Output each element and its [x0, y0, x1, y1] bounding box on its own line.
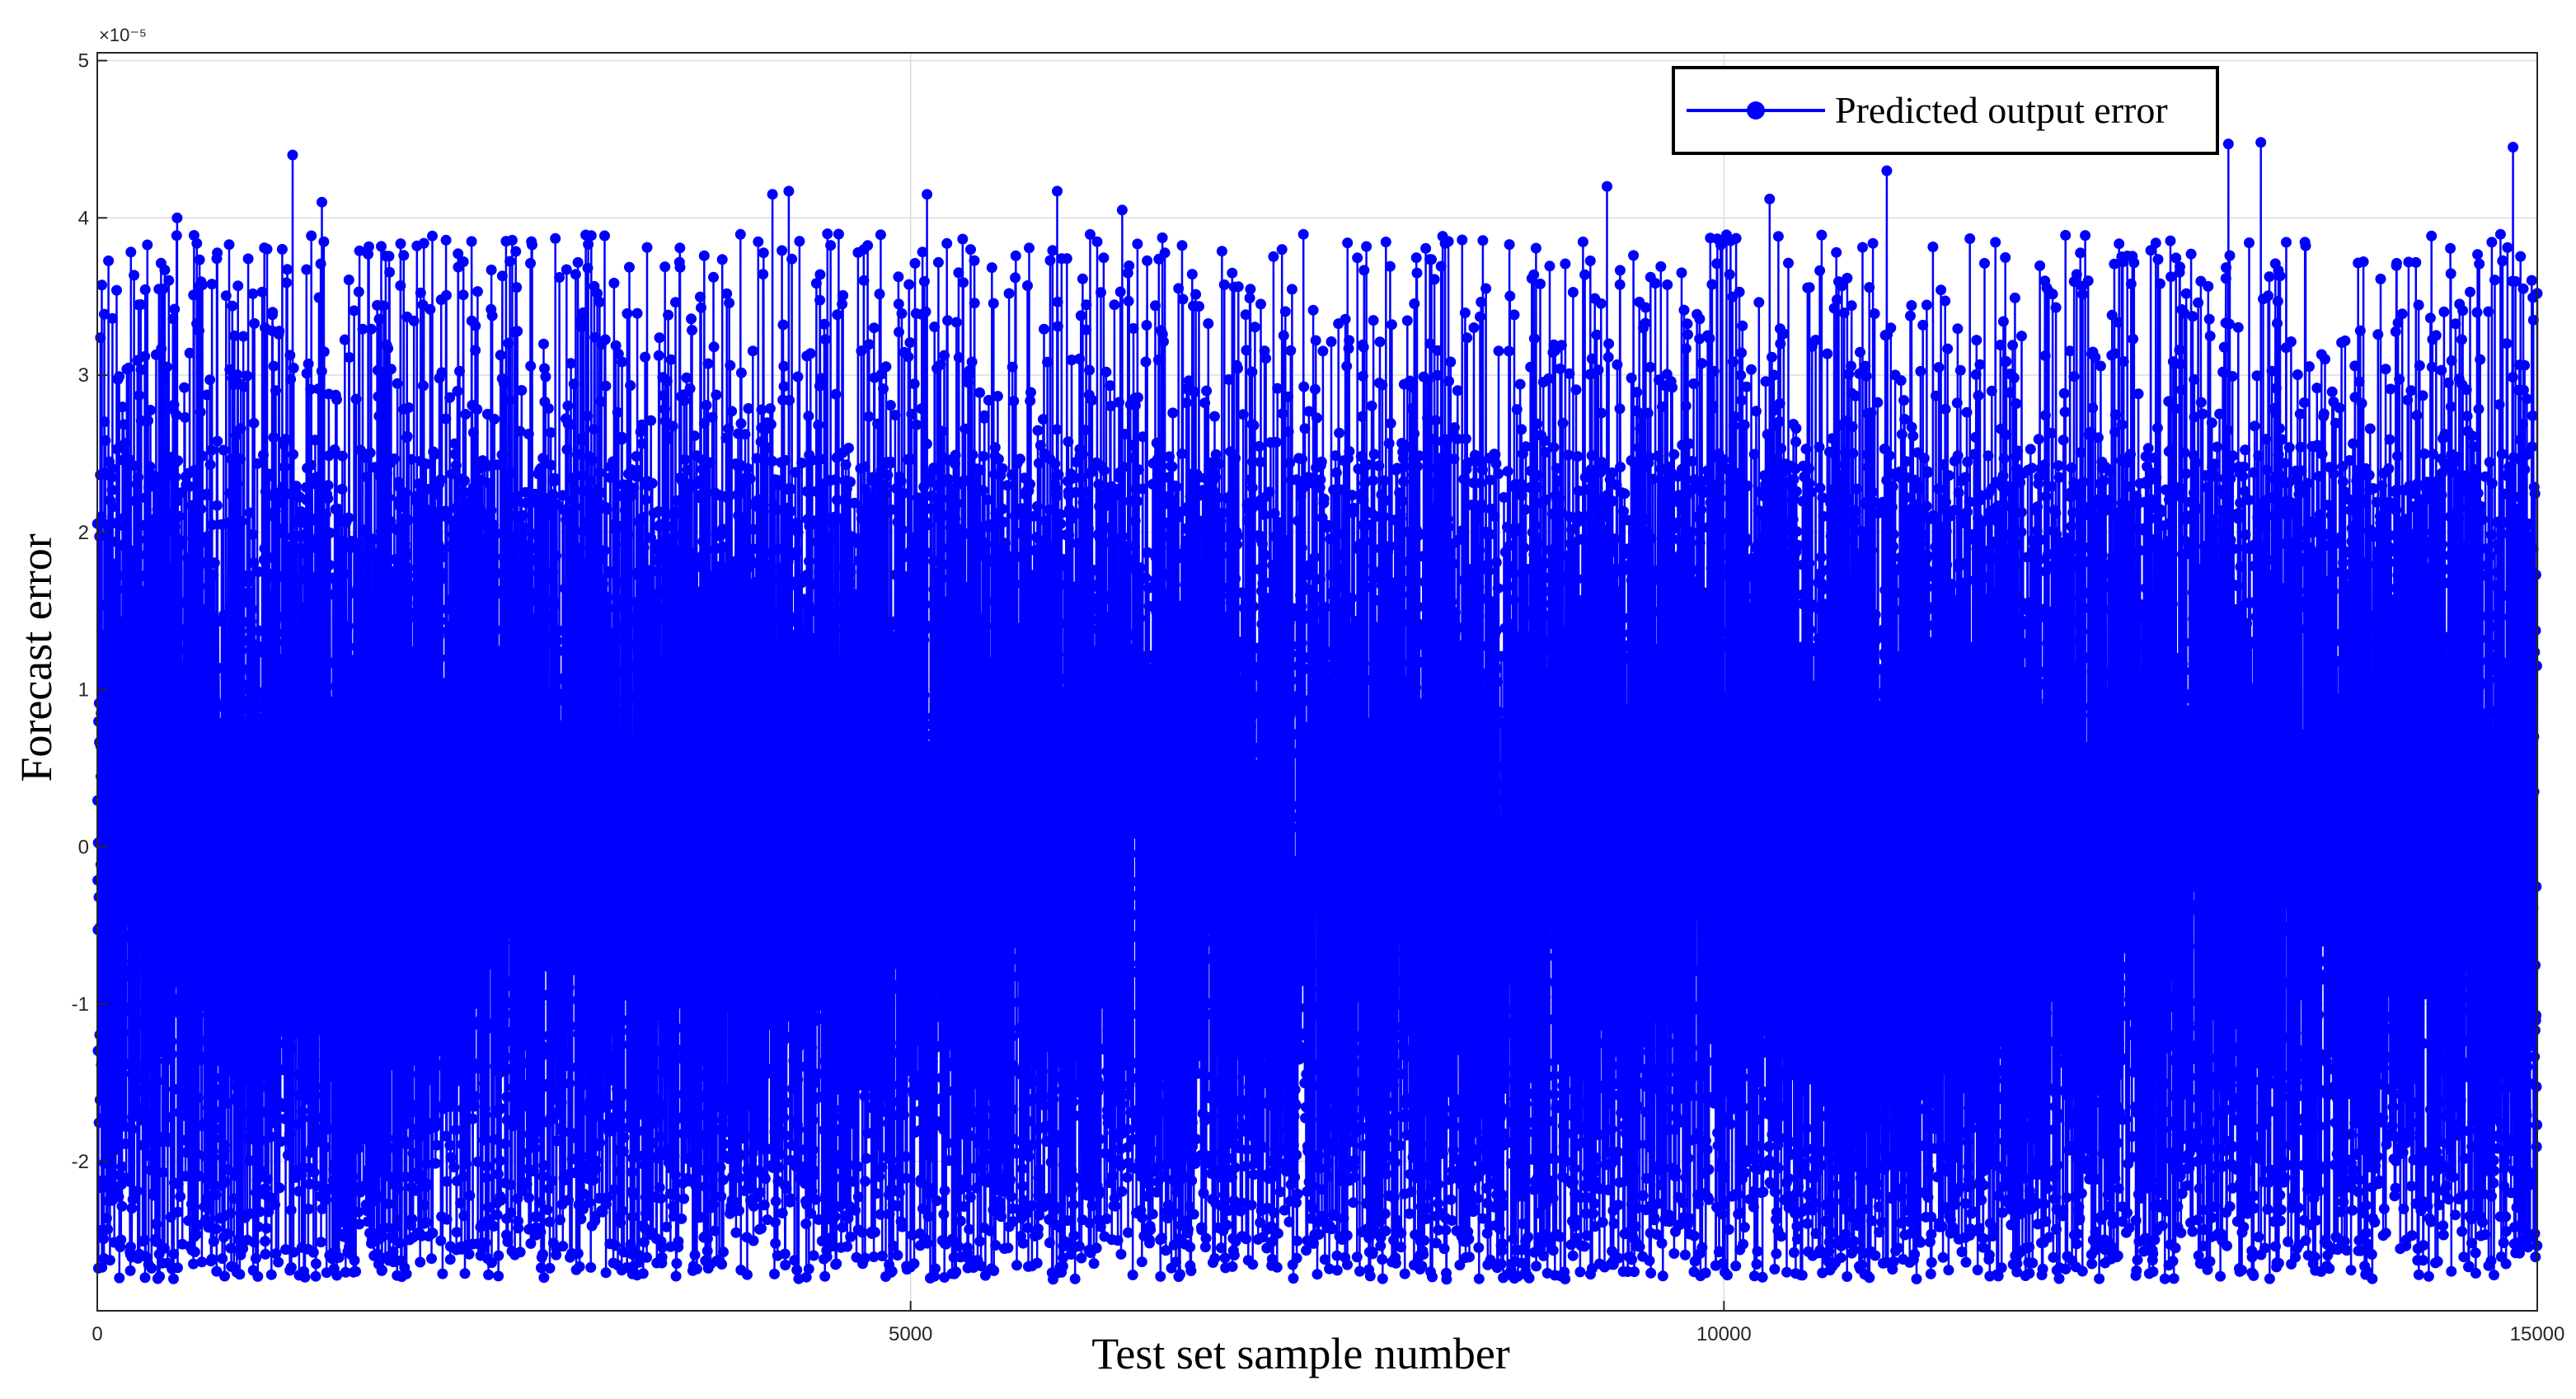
legend-label: Predicted output error	[1835, 89, 2168, 131]
y-tick-label: -2	[72, 1151, 89, 1173]
x-tick-label: 15000	[2510, 1323, 2565, 1345]
series-markers	[91, 137, 2543, 1285]
y-tick-label: 4	[78, 207, 89, 229]
y-exponent-label: ×10⁻⁵	[99, 25, 147, 45]
axis-ticks: 0 5000 10000 15000 -2 -1 0 1 2 3 4 5	[72, 50, 2565, 1345]
y-tick-label: -1	[72, 993, 89, 1016]
y-tick-label: 1	[78, 679, 89, 702]
plot-area	[91, 52, 2543, 1312]
axes-frame	[96, 52, 2538, 1312]
x-axis-label: Test set sample number	[1091, 1329, 1510, 1378]
x-tick-label: 5000	[889, 1323, 932, 1345]
legend-marker-swatch	[1747, 101, 1765, 120]
x-tick-label: 0	[91, 1323, 102, 1345]
series-predicted-output-error	[91, 137, 2543, 1285]
legend: Predicted output error	[1672, 66, 2219, 155]
y-tick-label: 0	[78, 836, 89, 858]
y-tick-label: 5	[78, 50, 89, 73]
x-tick-label: 10000	[1696, 1323, 1752, 1345]
y-axis-label: Forecast error	[12, 533, 61, 782]
y-tick-label: 3	[78, 364, 89, 387]
y-tick-label: 2	[78, 522, 89, 544]
